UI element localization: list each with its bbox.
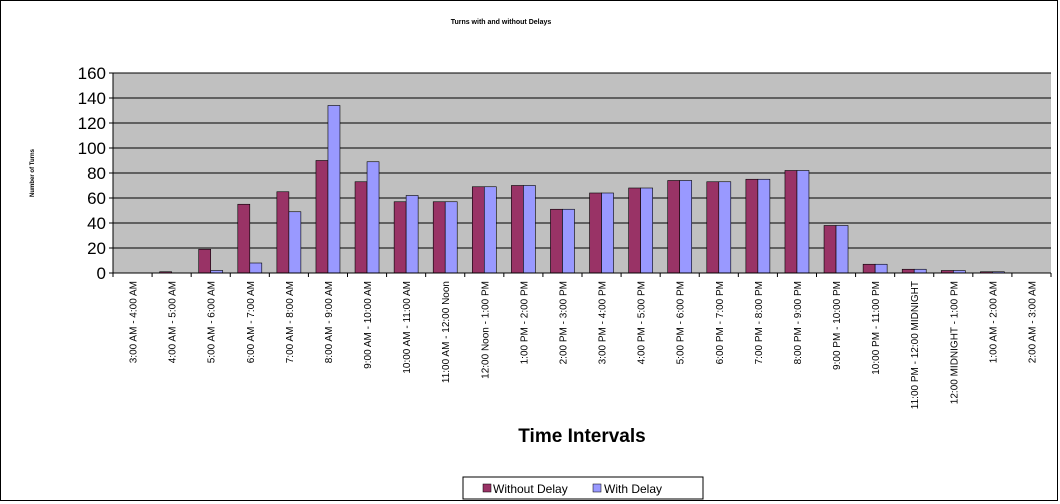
y-tick-label-20: 20 <box>87 239 106 258</box>
bar-with-delay-17 <box>796 170 810 274</box>
bar-with-delay-12 <box>601 192 614 274</box>
bar-without-delay-18 <box>823 225 837 274</box>
y-tick-label-60: 60 <box>87 189 106 208</box>
legend-swatch-with-delay <box>592 483 602 493</box>
legend-box <box>462 476 704 500</box>
bar-without-delay-4 <box>276 191 290 274</box>
y-tick-label-140: 140 <box>78 89 106 108</box>
x-tick-label-13: 4:00 PM - 5:00 PM <box>637 281 648 364</box>
bar-without-delay-20 <box>901 268 915 274</box>
x-tick-label-19: 10:00 PM - 11:00 PM <box>871 281 882 375</box>
x-tick-label-15: 6:00 PM - 7:00 PM <box>715 281 726 364</box>
bars <box>159 105 1005 274</box>
x-tick-label-4: 7:00 AM - 8:00 AM <box>285 281 296 363</box>
y-tick-label-0: 0 <box>97 264 106 283</box>
x-tick-label-11: 2:00 PM - 3:00 PM <box>558 281 569 364</box>
bar-with-delay-9 <box>483 186 497 274</box>
gridlines <box>113 72 1051 249</box>
x-tick-label-8: 11:00 AM - 12:00 Noon <box>441 281 452 383</box>
x-tick-label-16: 7:00 PM - 8:00 PM <box>754 281 765 364</box>
bar-without-delay-14 <box>667 180 681 274</box>
bar-without-delay-16 <box>745 178 759 274</box>
legend-swatch-without-delay <box>482 483 492 493</box>
x-tick-label-17: 8:00 PM - 9:00 PM <box>793 281 804 364</box>
y-tick-label-120: 120 <box>78 114 106 133</box>
legend: Without Delay With Delay <box>462 476 704 500</box>
bar-without-delay-17 <box>784 170 798 274</box>
bar-with-delay-18 <box>835 225 849 274</box>
x-tick-label-9: 12:00 Noon - 1:00 PM <box>480 281 491 379</box>
legend-label-without-delay: Without Delay <box>493 482 568 496</box>
bar-with-delay-5 <box>327 105 341 274</box>
bar-with-delay-11 <box>562 208 575 274</box>
bar-with-delay-14 <box>679 180 693 274</box>
y-tick-label-100: 100 <box>78 139 106 158</box>
x-axis-label: Time Intervals <box>518 426 645 447</box>
bar-without-delay-3 <box>237 203 251 274</box>
bar-with-delay-16 <box>757 178 771 274</box>
y-tick-label-40: 40 <box>87 214 106 233</box>
x-tick-label-5: 8:00 AM - 9:00 AM <box>324 281 335 363</box>
bar-with-delay-10 <box>523 185 536 274</box>
bar-without-delay-9 <box>471 186 485 274</box>
bar-with-delay-7 <box>405 195 419 274</box>
y-tick-label-80: 80 <box>87 164 106 183</box>
bar-without-delay-6 <box>354 181 368 274</box>
bar-with-delay-13 <box>640 187 653 274</box>
x-tick-label-23: 2:00 AM - 3:00 AM <box>1027 281 1038 363</box>
x-tick-label-6: 9:00 AM - 10:00 AM <box>363 281 374 369</box>
bar-without-delay-13 <box>628 187 641 274</box>
bar-with-delay-3 <box>249 262 263 274</box>
bar-with-delay-15 <box>718 181 732 274</box>
legend-label-with-delay: With Delay <box>604 482 662 496</box>
bar-without-delay-7 <box>393 201 407 274</box>
bar-with-delay-19 <box>874 263 888 274</box>
y-tick-label-160: 160 <box>78 64 106 83</box>
x-tick-label-22: 1:00 AM - 2:00 AM <box>988 281 999 363</box>
x-tick-label-7: 10:00 AM - 11:00 AM <box>402 281 413 374</box>
x-tick-label-12: 3:00 PM - 4:00 PM <box>598 281 609 364</box>
bar-without-delay-5 <box>315 160 329 274</box>
bar-with-delay-20 <box>913 268 927 274</box>
bar-without-delay-15 <box>706 181 720 274</box>
bar-without-delay-10 <box>511 185 524 274</box>
plot-area <box>112 72 1051 274</box>
bar-with-delay-6 <box>366 161 380 274</box>
y-axis-label: Number of Turns <box>30 148 36 197</box>
x-tick-label-3: 6:00 AM - 7:00 AM <box>246 281 257 363</box>
chart-title: Turns with and without Delays <box>451 19 552 26</box>
x-tick-label-10: 1:00 PM - 2:00 PM <box>519 281 530 364</box>
bar-with-delay-8 <box>444 201 458 274</box>
bar-without-delay-11 <box>550 208 563 274</box>
bar-without-delay-12 <box>589 192 602 274</box>
x-tick-labels: 3:00 AM - 4:00 AM 4:00 AM - 5:00 AM 5:00 A… <box>112 273 1052 409</box>
x-tick-label-14: 5:00 PM - 6:00 PM <box>676 281 687 364</box>
x-tick-label-2: 5:00 AM - 6:00 AM <box>207 281 218 363</box>
bar-without-delay-19 <box>862 263 876 274</box>
y-tick-labels: 0 20 40 60 80 100 120 140 160 <box>78 64 113 283</box>
bar-with-delay-4 <box>288 211 302 274</box>
x-tick-label-1: 4:00 AM - 5:00 AM <box>168 281 179 363</box>
x-tick-label-0: 3:00 AM - 4:00 AM <box>129 281 140 363</box>
x-tick-label-20: 11:00 PM - 12:00 MIDNIGHT <box>910 281 921 409</box>
x-tick-label-18: 9:00 PM - 10:00 PM <box>832 281 843 370</box>
bar-without-delay-2 <box>198 248 212 274</box>
bar-without-delay-8 <box>432 201 446 274</box>
x-tick-label-21: 12:00 MIDNIGHT - 1:00 PM <box>949 281 960 404</box>
